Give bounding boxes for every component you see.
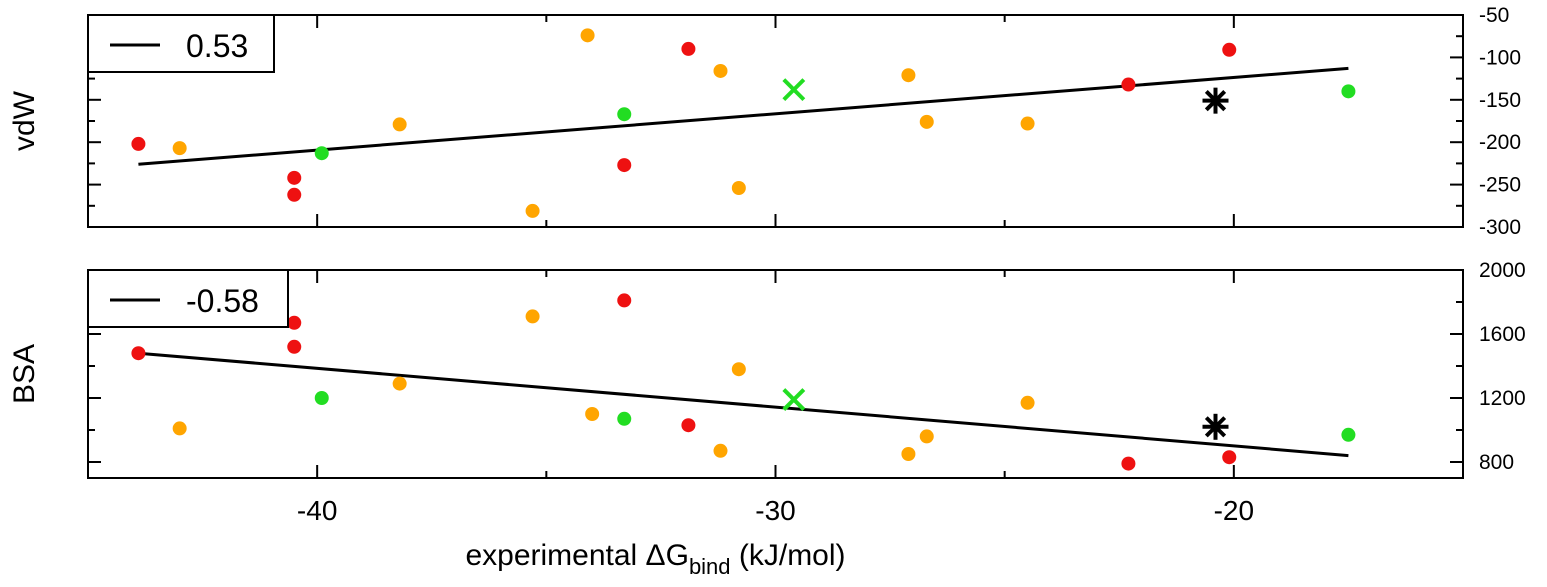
- data-point-orange: [713, 63, 728, 78]
- data-point-green: [314, 146, 329, 161]
- data-point-red: [617, 293, 632, 308]
- data-point-red: [1121, 456, 1136, 471]
- cross-marker: [782, 78, 806, 102]
- data-point-green: [1341, 427, 1356, 442]
- x-axis-title: experimental ΔGbind (kJ/mol): [465, 539, 845, 579]
- y-tick-label: 1200: [1479, 387, 1526, 410]
- data-point-orange: [901, 68, 916, 83]
- data-point-orange: [1020, 395, 1035, 410]
- data-point-green: [617, 107, 632, 122]
- data-point-red: [131, 136, 146, 151]
- data-point-orange: [392, 376, 407, 391]
- data-point-red: [1222, 42, 1237, 57]
- data-point-red: [287, 339, 302, 354]
- data-point-orange: [713, 443, 728, 458]
- data-point-orange: [580, 28, 595, 43]
- fit-line: [138, 66, 1349, 166]
- data-point-orange: [919, 429, 934, 444]
- data-point-orange: [919, 114, 934, 129]
- data-point-red: [287, 315, 302, 330]
- data-point-red: [131, 346, 146, 361]
- y-tick-label: -300: [1479, 216, 1521, 239]
- data-point-orange: [172, 421, 187, 436]
- y-tick-label: 800: [1479, 451, 1514, 474]
- data-point-red: [681, 418, 696, 433]
- star-marker: [1202, 413, 1229, 440]
- data-point-red: [681, 41, 696, 56]
- y-tick-label: -250: [1479, 174, 1521, 197]
- bsa-panel: 800 1200 1600 2000 BSA -40 -30 -20 experimental …: [8, 259, 1526, 579]
- legend: 0.53: [87, 14, 275, 73]
- data-point-orange: [731, 362, 746, 377]
- data-point-red: [1222, 450, 1237, 465]
- data-point-orange: [901, 447, 916, 461]
- data-point-orange: [525, 203, 540, 218]
- legend-label: -0.58: [186, 283, 259, 319]
- x-tick-label: -20: [1214, 495, 1254, 526]
- data-point-red: [287, 170, 302, 185]
- y-tick-label: -150: [1479, 89, 1521, 112]
- x-tick-label: -40: [297, 495, 337, 526]
- star-marker: [1202, 87, 1229, 114]
- data-point-orange: [731, 180, 746, 195]
- data-point-green: [314, 391, 329, 405]
- legend-label: 0.53: [186, 28, 248, 64]
- y-tick-label: 2000: [1479, 259, 1526, 282]
- data-point-green: [1341, 84, 1356, 99]
- data-point-orange: [525, 309, 540, 324]
- vdw-panel: -50 -100 -150 -200 -250 -300 vdW 0.53: [8, 4, 1521, 239]
- y-axis-title: BSA: [8, 344, 41, 404]
- data-point-orange: [1020, 116, 1035, 131]
- y-tick-label: -50: [1479, 4, 1509, 27]
- data-point-orange: [172, 141, 187, 156]
- data-point-red: [1121, 77, 1136, 92]
- y-axis-title: vdW: [8, 90, 41, 151]
- data-point-red: [617, 158, 632, 173]
- y-tick-label: 1600: [1479, 323, 1526, 346]
- y-tick-label: -200: [1479, 131, 1521, 154]
- legend: -0.58: [87, 269, 289, 328]
- y-tick-label: -100: [1479, 46, 1521, 69]
- x-tick-label: -30: [755, 495, 795, 526]
- fit-line: [138, 351, 1349, 458]
- data-point-red: [287, 187, 302, 202]
- data-point-orange: [585, 407, 600, 421]
- cross-marker: [782, 388, 806, 412]
- data-point-orange: [392, 117, 407, 132]
- data-point-green: [617, 411, 632, 426]
